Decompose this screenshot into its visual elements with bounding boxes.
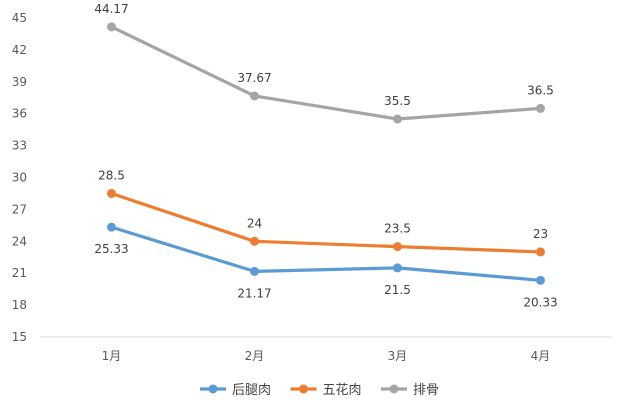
data-label: 44.17 [94,2,128,16]
legend-item[interactable]: 后腿肉 [200,383,271,398]
y-tick-label: 45 [12,11,27,25]
series-point [536,247,545,257]
series-point [393,114,402,124]
x-tick-label: 2月 [245,349,265,363]
data-label: 23 [533,227,548,241]
data-label: 21.5 [384,283,411,297]
series-point [536,275,545,285]
series-layer [107,22,545,285]
series-point [250,91,259,101]
axes: 15 18 21 24 27 30 33 36 39 42 45 1月 2月 3月 4月 [12,11,612,363]
legend-item[interactable]: 五花肉 [290,382,362,398]
data-label: 37.67 [237,71,271,85]
legend: 后腿肉 五花肉 排骨 [200,382,439,398]
x-tick-label: 3月 [388,349,408,363]
data-label: 36.5 [527,83,554,97]
y-tick-label: 21 [12,266,27,280]
y-tick-label: 36 [12,107,27,121]
y-tick-label: 30 [12,171,27,185]
data-label: 20.33 [523,295,557,309]
series-line [109,25,543,121]
y-tick-label: 15 [12,330,27,344]
series-point [393,263,402,273]
legend-swatch-marker [389,384,399,394]
series-point [107,22,116,32]
series-line [109,191,543,254]
legend-label: 后腿肉 [232,383,271,398]
series-point [250,266,259,276]
data-label: 24 [247,216,262,230]
legend-item[interactable]: 排骨 [381,383,439,398]
x-tick-label: 1月 [102,349,122,363]
y-tick-label: 33 [12,139,27,153]
y-tick-label: 18 [12,298,27,312]
data-label: 28.5 [98,168,125,182]
y-tick-label: 24 [12,234,27,248]
data-label: 21.17 [237,286,271,300]
series-point [536,103,545,113]
legend-swatch-marker [299,384,308,394]
legend-label: 五花肉 [323,382,362,398]
series-point [107,188,116,198]
legend-swatch-marker [208,384,218,394]
series-line [109,225,543,282]
y-tick-label: 42 [12,43,27,57]
data-label: 35.5 [384,94,411,108]
series-point [107,222,116,232]
x-tick-label: 4月 [531,349,551,363]
data-label: 25.33 [94,242,128,256]
series-point [250,236,259,246]
y-tick-label: 39 [12,75,27,89]
data-label: 23.5 [384,222,411,236]
data-labels: 25.33 21.17 21.5 20.33 28.5 24 23.5 23 44.17 37.6… [94,2,557,309]
y-tick-label: 27 [12,202,27,216]
series-point [393,242,402,252]
legend-label: 排骨 [413,383,439,398]
